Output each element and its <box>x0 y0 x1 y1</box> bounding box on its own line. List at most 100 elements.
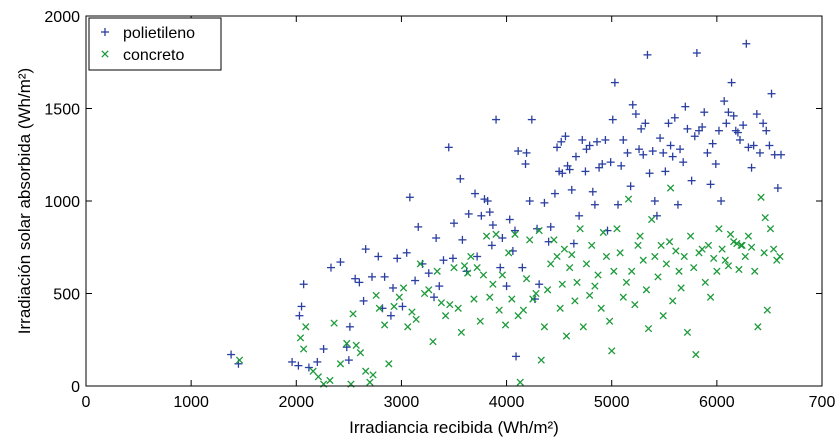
data-point-concreto <box>757 193 765 201</box>
data-point-concreto <box>522 275 531 283</box>
data-point-polietileno <box>739 121 748 130</box>
data-point-concreto <box>492 230 500 238</box>
data-point-polietileno <box>488 221 497 230</box>
data-point-polietileno <box>735 135 744 144</box>
data-point-concreto <box>738 241 746 250</box>
data-point-concreto <box>508 295 516 303</box>
data-point-concreto <box>501 321 510 329</box>
data-point-polietileno <box>299 280 308 289</box>
data-point-concreto <box>724 262 733 270</box>
data-point-polietileno <box>773 184 782 193</box>
data-point-concreto <box>482 232 491 240</box>
y-tick-label: 2000 <box>44 9 80 26</box>
data-point-polietileno <box>439 256 448 265</box>
points-layer <box>227 39 785 388</box>
data-point-concreto <box>336 360 345 368</box>
data-point-concreto <box>532 289 540 298</box>
data-point-concreto <box>330 319 338 327</box>
data-point-polietileno <box>755 148 764 157</box>
data-point-concreto <box>726 230 735 238</box>
x-axis-label: Irradiancia recibida (Wh/m²) <box>349 418 559 437</box>
data-point-concreto <box>769 245 778 253</box>
data-point-concreto <box>737 241 745 250</box>
data-point-concreto <box>680 252 688 261</box>
data-point-polietileno <box>546 222 555 231</box>
data-point-polietileno <box>411 276 420 285</box>
data-point-concreto <box>761 213 769 222</box>
data-point-concreto <box>454 304 462 312</box>
y-tick-label: 500 <box>53 287 80 304</box>
data-point-polietileno <box>641 119 650 128</box>
data-point-concreto <box>537 356 545 364</box>
data-point-concreto <box>619 293 627 301</box>
data-point-concreto <box>585 291 594 300</box>
data-point-concreto <box>669 297 677 305</box>
data-point-polietileno <box>601 135 610 144</box>
data-point-concreto <box>457 328 466 337</box>
data-point-concreto <box>535 226 543 235</box>
data-point-polietileno <box>592 137 601 146</box>
data-point-polietileno <box>473 252 482 261</box>
data-point-polietileno <box>637 124 646 133</box>
data-point-concreto <box>573 278 581 287</box>
data-point-concreto <box>540 323 549 331</box>
data-point-concreto <box>624 195 633 203</box>
data-point-concreto <box>404 323 412 331</box>
data-point-concreto <box>686 232 695 240</box>
data-point-concreto <box>642 286 651 294</box>
data-point-polietileno <box>351 274 360 283</box>
data-point-concreto <box>710 254 718 263</box>
data-point-concreto <box>362 367 370 375</box>
data-point-concreto <box>235 356 244 364</box>
data-point-polietileno <box>432 234 441 242</box>
data-point-concreto <box>460 262 469 270</box>
data-point-polietileno <box>664 119 673 128</box>
data-point-polietileno <box>510 226 519 235</box>
data-point-concreto <box>395 293 403 301</box>
data-point-polietileno <box>614 200 623 209</box>
data-point-concreto <box>613 225 621 233</box>
data-point-polietileno <box>492 115 501 124</box>
data-point-polietileno <box>361 245 370 254</box>
data-point-polietileno <box>502 282 511 291</box>
data-point-polietileno <box>563 161 572 170</box>
data-point-polietileno <box>367 272 376 281</box>
y-axis-label: Irradiación solar absorbida (Wh/m²) <box>15 68 34 334</box>
data-point-polietileno <box>405 193 414 202</box>
data-point-concreto <box>372 291 380 300</box>
data-point-polietileno <box>512 352 521 361</box>
data-point-concreto <box>519 306 528 314</box>
data-point-concreto <box>751 267 759 275</box>
x-tick-label: 5000 <box>594 394 630 411</box>
data-point-polietileno <box>424 269 433 278</box>
data-point-polietileno <box>313 357 322 366</box>
x-tick-label: 3000 <box>384 394 420 411</box>
data-point-polietileno <box>359 296 368 305</box>
data-point-polietileno <box>749 141 758 150</box>
data-point-concreto <box>326 376 334 385</box>
data-point-concreto <box>529 295 537 303</box>
data-point-concreto <box>591 282 599 290</box>
data-point-concreto <box>747 243 756 251</box>
data-point-polietileno <box>448 254 457 263</box>
data-point-concreto <box>683 328 692 337</box>
data-point-polietileno <box>444 143 453 152</box>
data-point-concreto <box>735 265 743 274</box>
data-point-polietileno <box>722 119 731 128</box>
data-point-polietileno <box>724 108 733 117</box>
data-point-polietileno <box>676 145 685 154</box>
data-point-polietileno <box>708 139 717 148</box>
data-point-concreto <box>429 337 437 346</box>
data-point-concreto <box>698 245 706 253</box>
data-point-polietileno <box>294 361 303 370</box>
data-point-polietileno <box>681 102 690 111</box>
data-point-polietileno <box>477 211 486 220</box>
data-point-polietileno <box>558 169 567 178</box>
data-point-polietileno <box>540 198 549 207</box>
legend-box <box>88 17 222 71</box>
data-point-concreto <box>349 310 357 318</box>
data-point-polietileno <box>643 50 652 59</box>
ticks-layer: 0 1000 2000 3000 4000 5000 6000 700050010001500… <box>44 9 835 411</box>
data-point-polietileno <box>656 134 665 143</box>
